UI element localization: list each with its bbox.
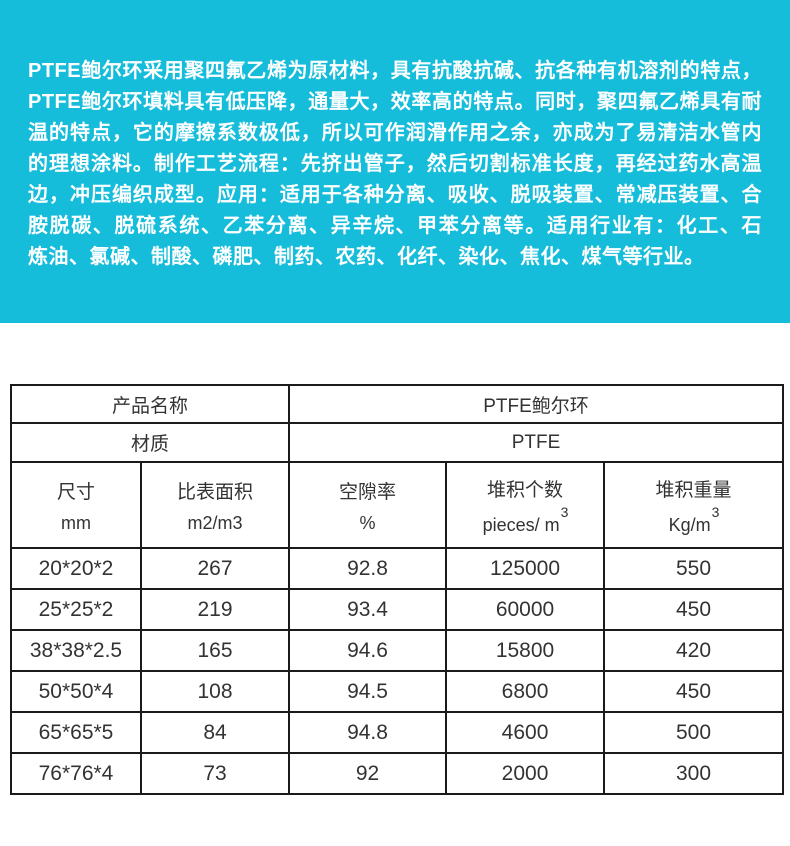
cell-surface-area: 165 [139,629,291,672]
cell-packing-count: 15800 [445,629,606,672]
unit-superscript: 3 [711,503,720,520]
cell-void-fraction: 94.5 [288,670,448,713]
cell-packing-weight: 450 [603,588,785,631]
column-header-packing-count: 堆积个数 pieces/ m3 [445,461,606,549]
material-row: 材质 PTFE [9,422,785,463]
cell-packing-count: 60000 [445,588,606,631]
cell-surface-area: 267 [139,547,291,590]
cell-void-fraction: 94.6 [288,629,448,672]
cell-packing-weight: 500 [603,711,785,754]
cell-surface-area: 219 [139,588,291,631]
product-name-label-cell: 产品名称 [9,384,291,424]
cell-size: 65*65*5 [10,711,142,754]
product-name-value-cell: PTFE鲍尔环 [288,384,785,424]
spec-table-section: 产品名称 PTFE鲍尔环 材质 PTFE 尺寸 mm 比表面积 m2/m3 [0,323,790,795]
column-name: 尺寸 [56,481,95,503]
cell-size: 20*20*2 [10,547,142,590]
column-header-packing-weight: 堆积重量 Kg/m3 [603,461,785,549]
intro-line: 边，冲压编织成型。应用：适用于各种分离、吸收、脱吸装置、常减压装置、合成 [28,184,762,206]
column-header-row: 尺寸 mm 比表面积 m2/m3 空隙率 % 堆积个数 pieces/ m3 [10,461,785,549]
intro-line: 的理想涂料。制作工艺流程：先挤出管子，然后切割标准长度，再经过药水高温翻 [28,153,762,175]
cell-void-fraction: 92.8 [288,547,448,590]
cell-size: 76*76*4 [10,752,142,795]
cell-surface-area: 108 [139,670,291,713]
spec-row: 38*38*2.5 165 94.6 15800 420 [10,629,785,672]
cell-packing-weight: 550 [603,547,785,590]
spec-row: 20*20*2 267 92.8 125000 550 [10,547,785,590]
material-value-cell: PTFE [288,422,785,463]
spec-row: 50*50*4 108 94.5 6800 450 [10,670,785,713]
column-unit: Kg/m3 [605,504,782,536]
cell-void-fraction: 94.8 [288,711,448,754]
spec-row: 25*25*2 219 93.4 60000 450 [10,588,785,631]
unit-superscript: 3 [560,503,569,520]
cell-packing-weight: 450 [603,670,785,713]
column-unit: mm [61,512,91,533]
column-header-size: 尺寸 mm [10,461,142,549]
column-name: 空隙率 [339,481,397,503]
column-unit: m2/m3 [187,512,243,533]
cell-void-fraction: 92 [288,752,448,795]
spec-row: 76*76*4 73 92 2000 300 [10,752,785,795]
intro-line: PTFE鲍尔环填料具有低压降，通量大，效率高的特点。同时，聚四氟乙烯具有耐高 [28,91,762,113]
cell-packing-weight: 420 [603,629,785,672]
product-name-row: 产品名称 PTFE鲍尔环 [9,384,785,424]
intro-line: 炼油、氯碱、制酸、磷肥、制药、农药、化纤、染化、焦化、煤气等行业。 [28,246,705,268]
column-name: 比表面积 [177,481,254,503]
spec-table: 产品名称 PTFE鲍尔环 材质 PTFE 尺寸 mm 比表面积 m2/m3 [9,384,785,795]
column-name: 堆积个数 [487,479,564,501]
cell-size: 38*38*2.5 [10,629,142,672]
cell-packing-count: 6800 [445,670,606,713]
intro-line: 温的特点，它的摩擦系数极低，所以可作润滑作用之余，亦成为了易清洁水管内层 [28,122,762,144]
cell-packing-count: 2000 [445,752,606,795]
cell-size: 50*50*4 [10,670,142,713]
column-unit: % [359,512,376,533]
cell-packing-count: 125000 [445,547,606,590]
intro-line: 胺脱碳、脱硫系统、乙苯分离、异辛烷、甲苯分离等。适用行业有：化工、石化、 [28,215,762,237]
unit-text: Kg/m [668,514,711,535]
column-unit: pieces/ m3 [447,504,603,536]
cell-packing-weight: 300 [603,752,785,795]
column-name: 堆积重量 [655,479,732,501]
column-header-void-fraction: 空隙率 % [288,461,448,549]
column-header-surface-area: 比表面积 m2/m3 [139,461,291,549]
unit-text: pieces/ m [482,514,560,535]
material-label-cell: 材质 [9,422,291,463]
intro-line: PTFE鲍尔环采用聚四氟乙烯为原材料，具有抗酸抗碱、抗各种有机溶剂的特点， [28,60,762,82]
cell-void-fraction: 93.4 [288,588,448,631]
intro-banner: PTFE鲍尔环采用聚四氟乙烯为原材料，具有抗酸抗碱、抗各种有机溶剂的特点， PT… [0,0,790,323]
cell-size: 25*25*2 [10,588,142,631]
spec-row: 65*65*5 84 94.8 4600 500 [10,711,785,754]
cell-surface-area: 73 [139,752,291,795]
cell-packing-count: 4600 [445,711,606,754]
cell-surface-area: 84 [139,711,291,754]
intro-paragraph: PTFE鲍尔环采用聚四氟乙烯为原材料，具有抗酸抗碱、抗各种有机溶剂的特点， PT… [28,56,762,273]
